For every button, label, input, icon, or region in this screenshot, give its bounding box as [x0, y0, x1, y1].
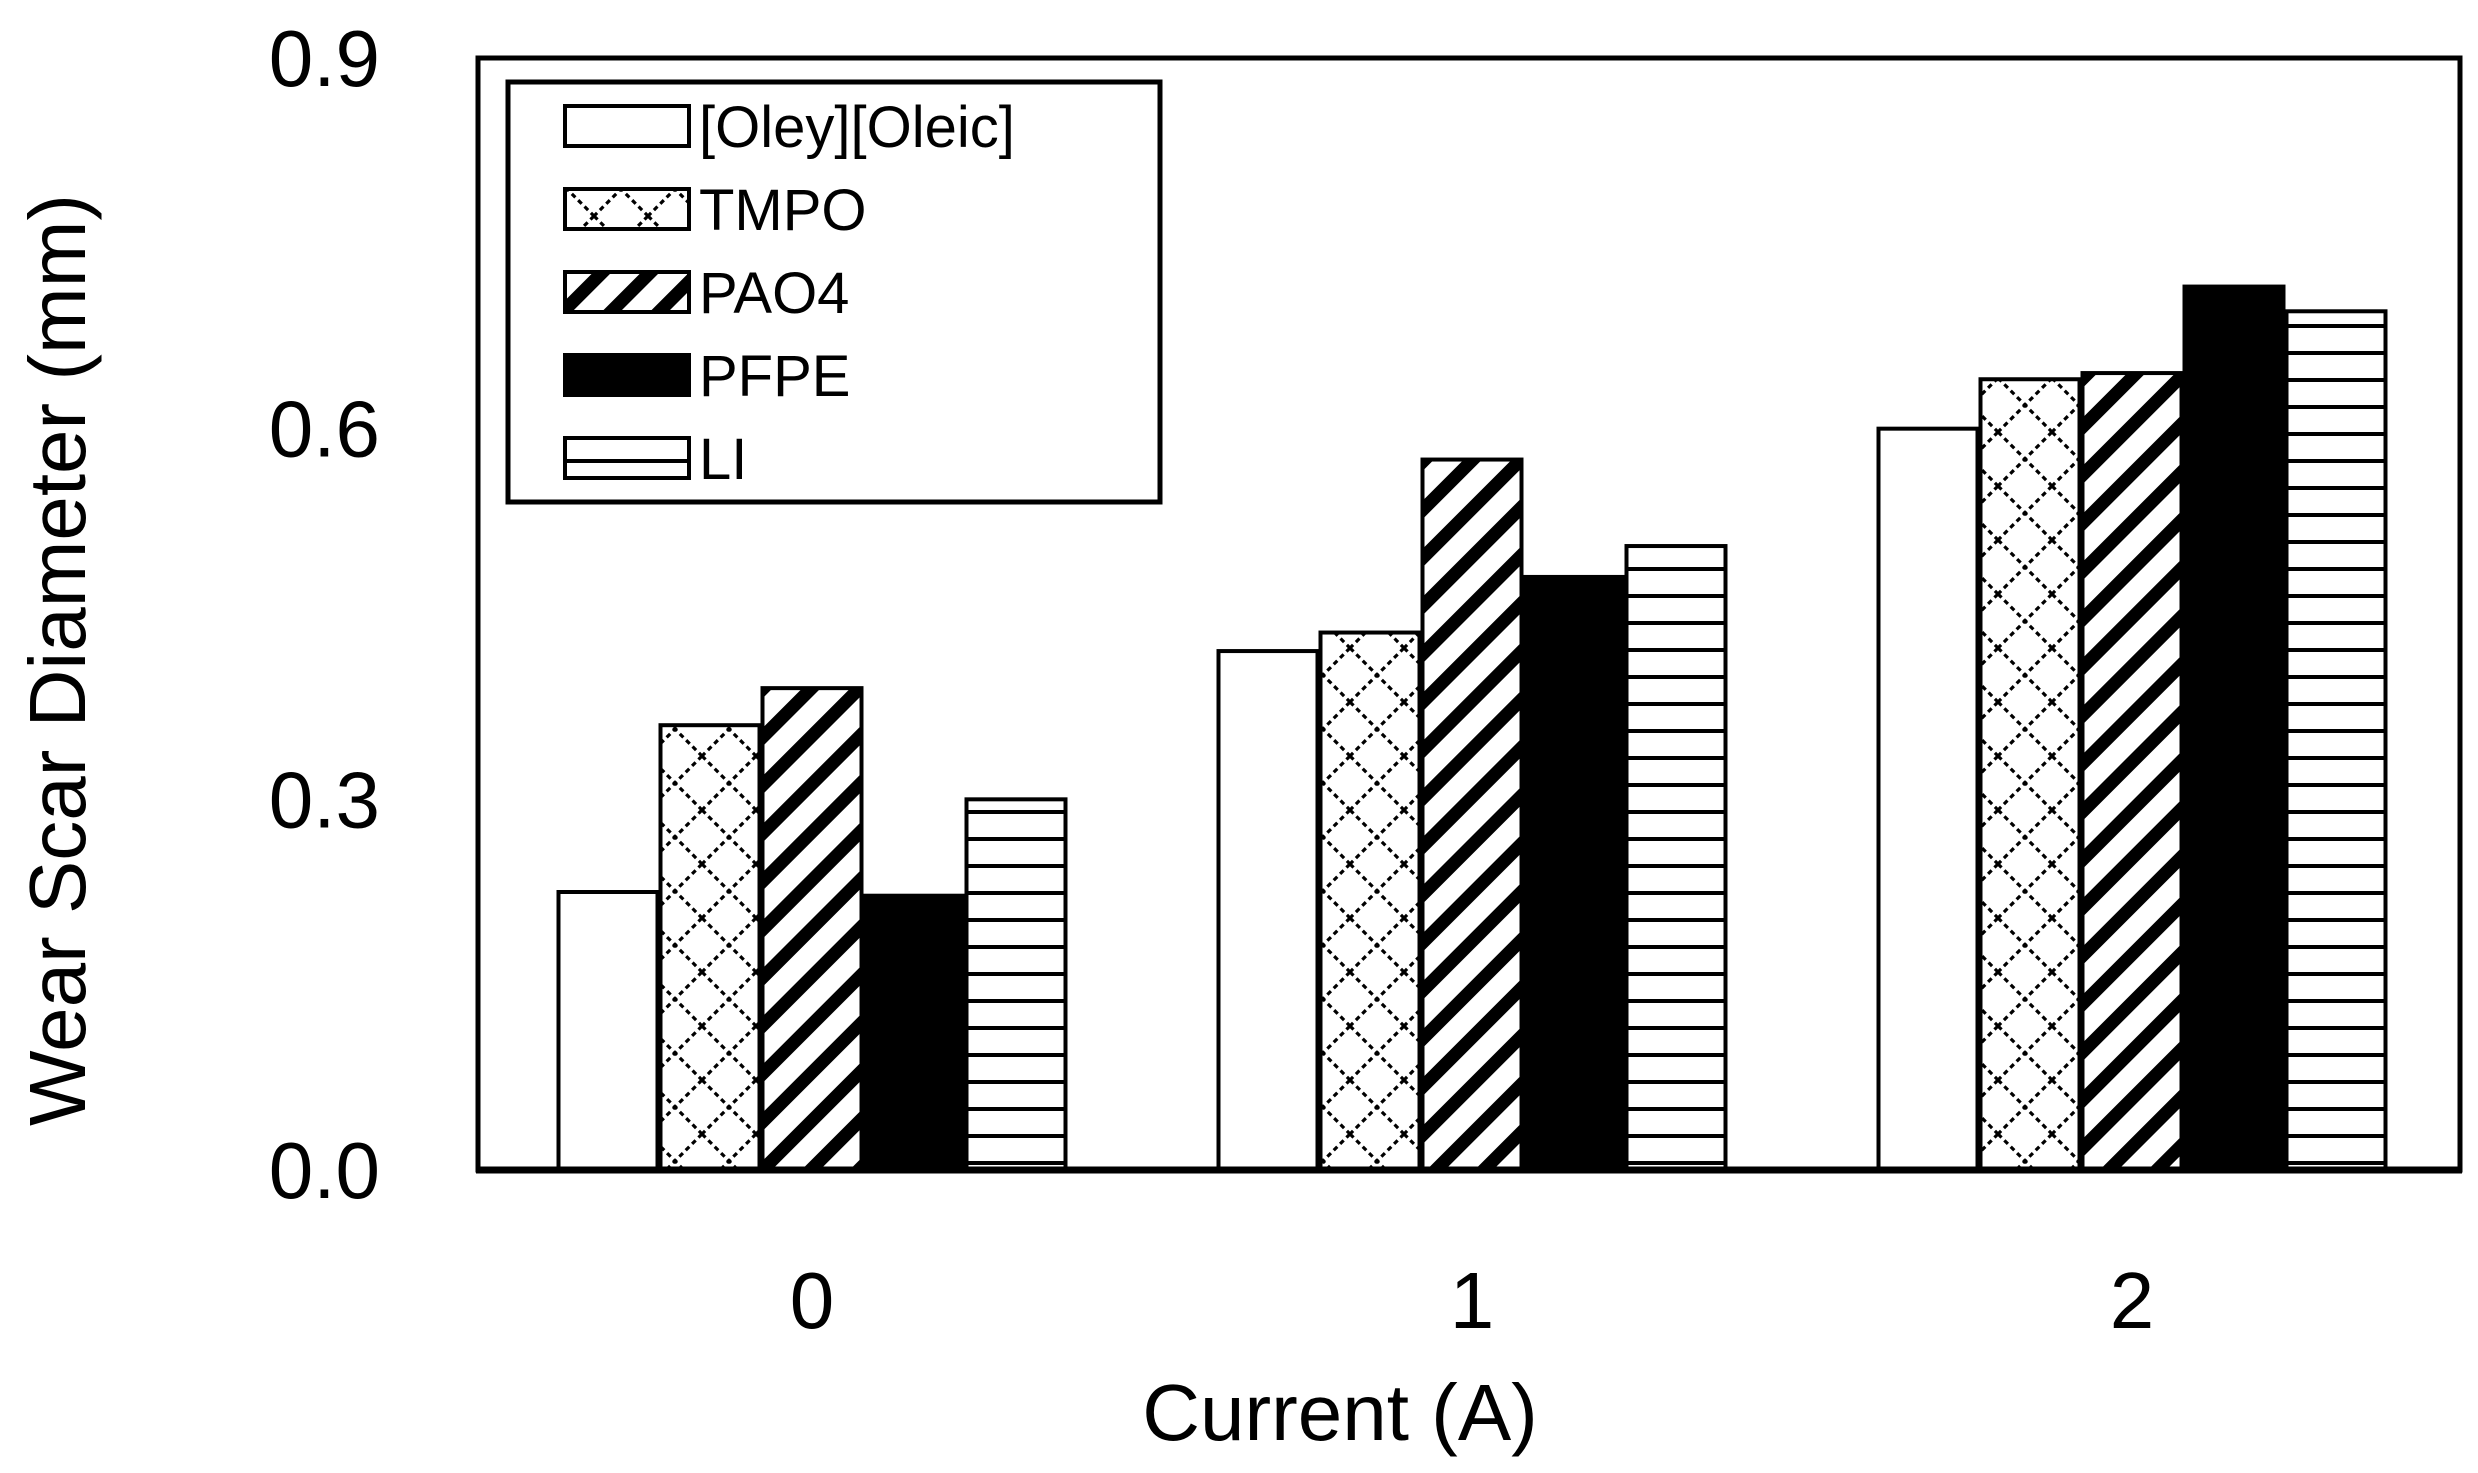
- bar-li-0: [964, 797, 1068, 1172]
- y-tick-label: 0.6: [269, 385, 380, 474]
- legend-swatch: [563, 104, 691, 148]
- bar-oley-oleic-2: [1876, 426, 1980, 1172]
- bar-li-2: [2284, 309, 2388, 1172]
- bar-pfpe-0: [862, 893, 966, 1172]
- legend-swatch: [563, 436, 691, 480]
- x-tick-label: 1: [1450, 1256, 1495, 1345]
- x-tick-label: 0: [790, 1256, 835, 1345]
- x-axis-title: Current (A): [1142, 1368, 1538, 1457]
- bar-series-group: [556, 284, 2388, 1173]
- bar-oley-oleic-0: [556, 890, 660, 1172]
- bar-pao4-0: [760, 686, 864, 1173]
- bar-pao4-1: [1420, 457, 1524, 1172]
- bar-pao4-2: [2080, 371, 2184, 1173]
- legend-label: [Oley][Oleic]: [699, 95, 1015, 160]
- y-tick-label: 0.0: [269, 1126, 380, 1215]
- y-tick-label: 0.9: [269, 14, 380, 103]
- legend-swatch: [563, 353, 691, 397]
- x-tick-labels: 0 1 2: [790, 1256, 2155, 1345]
- legend-label: PAO4: [699, 261, 849, 326]
- y-tick-label: 0.3: [269, 755, 380, 844]
- bar-pfpe-2: [2182, 284, 2286, 1173]
- bar-tmpo-1: [1318, 630, 1422, 1172]
- bar-tmpo-0: [658, 723, 762, 1172]
- legend: [Oley][Oleic] TMPO PAO4 PFPE LI: [505, 79, 1163, 505]
- legend-swatch: [563, 270, 691, 314]
- bar-pfpe-1: [1522, 574, 1626, 1172]
- bar-li-1: [1624, 544, 1728, 1172]
- legend-swatch: [563, 187, 691, 231]
- legend-label: LI: [699, 427, 747, 492]
- bar-tmpo-2: [1978, 377, 2082, 1172]
- legend-label: PFPE: [699, 344, 851, 409]
- legend-label: TMPO: [699, 178, 867, 243]
- y-tick-labels: 0.0 0.3 0.6 0.9: [269, 14, 380, 1215]
- x-tick-label: 2: [2110, 1256, 2155, 1345]
- y-axis-title: Wear Scar Diameter (mm): [13, 194, 102, 1126]
- bar-oley-oleic-1: [1216, 649, 1320, 1172]
